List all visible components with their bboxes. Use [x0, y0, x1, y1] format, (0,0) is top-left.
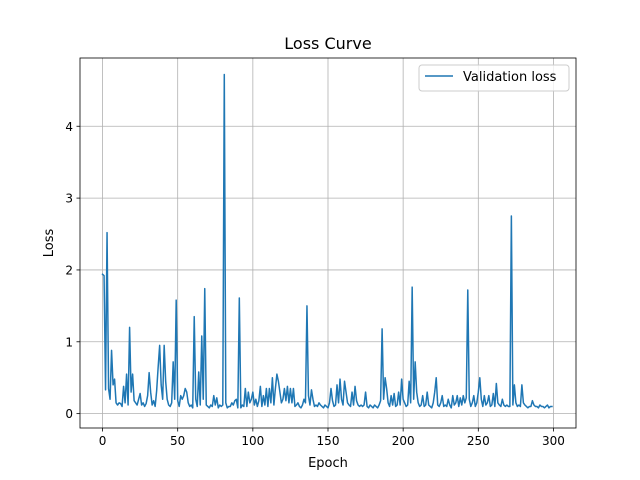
- chart-title: Loss Curve: [284, 34, 371, 53]
- y-axis-ticks: 0 1 2 3 4: [65, 120, 80, 421]
- legend-label-validation-loss: Validation loss: [463, 70, 557, 85]
- plot-area: [101, 73, 553, 409]
- y-tick-label: 0: [65, 407, 73, 421]
- x-tick-label: 250: [467, 434, 490, 448]
- x-tick-label: 100: [241, 434, 264, 448]
- grid-lines: [80, 58, 576, 428]
- x-axis-ticks: 0 50 100 150 200 250 300: [99, 428, 565, 448]
- y-tick-label: 2: [65, 263, 73, 277]
- x-tick-label: 300: [542, 434, 565, 448]
- y-tick-label: 3: [65, 192, 73, 206]
- validation-loss-line: [101, 73, 553, 409]
- y-tick-label: 4: [65, 120, 73, 134]
- y-tick-label: 1: [65, 335, 73, 349]
- legend: Validation loss: [418, 64, 570, 92]
- x-axis-label: Epoch: [308, 456, 348, 471]
- x-tick-label: 50: [170, 434, 185, 448]
- legend-box: [418, 64, 570, 92]
- x-tick-label: 0: [99, 434, 107, 448]
- x-tick-label: 200: [392, 434, 415, 448]
- x-tick-label: 150: [317, 434, 340, 448]
- y-axis-label: Loss: [42, 229, 57, 258]
